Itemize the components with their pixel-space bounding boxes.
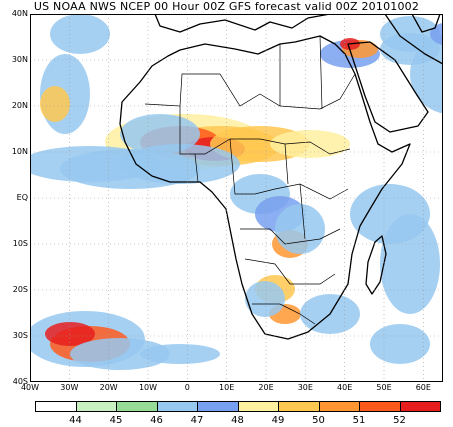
legend-swatch (318, 401, 360, 412)
legend-label: 44 (69, 415, 82, 426)
field-blob (370, 324, 430, 364)
lon-tick-label: 40E (337, 383, 353, 392)
lat-tick-label: EQ (16, 193, 28, 202)
caspian-coastline (411, 14, 441, 33)
field-blob (70, 338, 170, 370)
lon-tick-label: 10E (219, 383, 235, 392)
arabia-coastline (347, 41, 429, 133)
legend-swatch (399, 401, 441, 412)
persia-coastline (384, 14, 443, 65)
lat-tick-label: 10S (12, 239, 28, 248)
legend-label: 52 (393, 415, 406, 426)
legend-label: 47 (190, 415, 204, 426)
lon-tick-label: 20E (258, 383, 274, 392)
legend-label: 45 (109, 415, 123, 426)
map-canvas (30, 14, 443, 382)
map-title: US NOAA NWS NCEP 00 Hour 00Z GFS forecas… (33, 0, 420, 13)
field-blob (380, 16, 440, 52)
legend-swatch (35, 401, 77, 412)
lat-tick-label: 20S (12, 285, 28, 294)
legend-label: 46 (150, 415, 163, 426)
legend-swatch (197, 401, 239, 412)
legend-label: 50 (312, 415, 325, 426)
legend-swatch (156, 401, 198, 412)
africa-coastline (119, 35, 411, 340)
field-blob (140, 344, 220, 364)
field-blob (275, 204, 325, 254)
field-blob (410, 34, 443, 114)
legend-swatch (75, 401, 117, 412)
lon-tick-label: 10W (138, 383, 158, 392)
legend-label: 48 (231, 415, 244, 426)
lon-tick-label: 20W (99, 383, 118, 392)
lon-tick-label: 30W (60, 383, 79, 392)
map-border (30, 14, 443, 382)
lat-tick-label: 30S (12, 331, 28, 340)
legend-swatch (237, 401, 279, 412)
lon-tick-label: 50E (376, 383, 392, 392)
map-panel (30, 14, 443, 382)
legend-label: 49 (271, 415, 285, 426)
field-blob (380, 214, 440, 314)
lon-tick-label: 40W (20, 383, 40, 392)
field-blob (270, 130, 350, 158)
legend-swatch (278, 401, 320, 412)
legend-label: 51 (352, 415, 366, 426)
field-blob (50, 14, 110, 54)
legend-swatch (359, 401, 401, 412)
coastlines (119, 14, 443, 340)
lon-tick-label: 60E (415, 383, 431, 392)
lon-tick-label: 30E (297, 383, 313, 392)
lat-lon-grid (30, 14, 443, 382)
lat-tick-label: 40S (12, 377, 28, 386)
lat-tick-label: 10N (11, 147, 28, 156)
lat-tick-label: 20N (11, 101, 28, 110)
field-blob (40, 86, 70, 122)
lat-tick-label: 40N (11, 9, 28, 18)
madagascar-coastline (365, 235, 387, 295)
legend-swatch (116, 401, 158, 412)
europe-coastline (154, 14, 331, 33)
country-borders (144, 35, 356, 325)
lon-tick-label: 0 (184, 383, 190, 392)
lat-tick-label: 30N (11, 55, 28, 64)
forecast-field (30, 14, 443, 370)
field-blob (45, 322, 95, 346)
